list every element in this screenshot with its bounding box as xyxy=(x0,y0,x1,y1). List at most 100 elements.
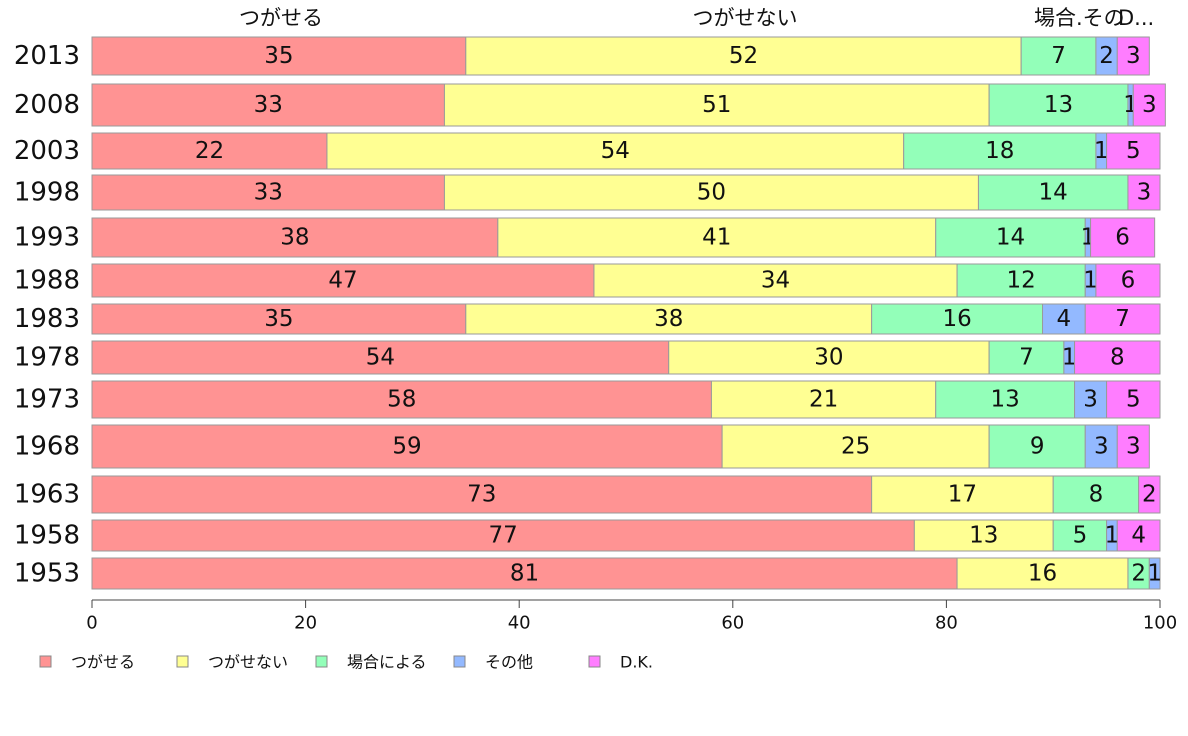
data-label: 5 xyxy=(1073,523,1088,549)
legend-label: つがせない xyxy=(208,653,288,672)
data-label: 4 xyxy=(1131,523,1146,549)
bar-segment xyxy=(1095,263,1161,298)
y-tick-label: 2013 xyxy=(14,41,80,71)
legend-label: つがせる xyxy=(71,653,135,672)
bar-segment xyxy=(91,424,723,469)
bar-segment xyxy=(1052,475,1140,514)
bar-segment xyxy=(913,519,1054,552)
y-tick-label: 1988 xyxy=(14,266,80,296)
bar-segment xyxy=(935,217,1086,258)
bar-segment xyxy=(91,303,467,335)
data-label: 3 xyxy=(1126,434,1141,460)
data-label: 47 xyxy=(328,268,357,294)
bar-segment xyxy=(1084,303,1161,335)
column-header-label: つがせない xyxy=(693,6,798,30)
bar-segment xyxy=(91,519,915,552)
data-label: 51 xyxy=(702,92,731,118)
data-label: 1 xyxy=(1094,138,1109,164)
y-tick-label: 1968 xyxy=(14,432,80,462)
bar-segment xyxy=(988,340,1065,375)
data-label: 14 xyxy=(1039,180,1068,206)
legend-swatch xyxy=(176,655,189,668)
y-tick-label: 2008 xyxy=(14,90,80,120)
legend-swatch xyxy=(315,655,328,668)
legend-swatch xyxy=(39,655,52,668)
data-label: 3 xyxy=(1126,43,1141,69)
data-label: 30 xyxy=(814,345,843,371)
data-label: 14 xyxy=(996,225,1025,251)
bar-segment xyxy=(1148,557,1161,590)
bar-segment xyxy=(977,174,1129,211)
x-tick-label: 60 xyxy=(721,613,744,634)
y-tick-label: 1973 xyxy=(14,385,80,415)
y-tick-label: 1993 xyxy=(14,223,80,253)
data-label: 21 xyxy=(809,387,838,413)
data-label: 3 xyxy=(1137,180,1152,206)
data-label: 59 xyxy=(392,434,421,460)
data-label: 6 xyxy=(1121,268,1136,294)
bar-segment xyxy=(1090,217,1156,258)
bar-segment xyxy=(91,132,328,170)
bar-row-1998: 1998 33 50 14 3 xyxy=(14,174,1161,211)
data-label: 9 xyxy=(1030,434,1045,460)
bar-segment xyxy=(935,380,1076,419)
data-label: 1 xyxy=(1105,523,1120,549)
bar-segment xyxy=(91,36,467,76)
column-header-label: D... xyxy=(1118,6,1154,30)
y-tick-label: 1953 xyxy=(14,559,80,589)
data-label: 8 xyxy=(1110,345,1125,371)
data-label: 6 xyxy=(1115,225,1130,251)
data-label: 12 xyxy=(1007,268,1036,294)
data-label: 54 xyxy=(601,138,630,164)
data-label: 1 xyxy=(1062,345,1077,371)
bar-row-1988: 1988 47 34 12 1 6 xyxy=(14,263,1161,298)
y-tick-label: 1958 xyxy=(14,521,80,551)
data-label: 58 xyxy=(387,387,416,413)
data-label: 1 xyxy=(1147,561,1162,587)
data-label: 17 xyxy=(948,482,977,508)
data-label: 35 xyxy=(264,306,293,332)
data-label: 1 xyxy=(1083,268,1098,294)
bar-segment xyxy=(1074,340,1161,375)
data-label: 8 xyxy=(1089,482,1104,508)
bar-segment xyxy=(465,36,1022,76)
bar-segment xyxy=(1116,424,1150,469)
legend-label: その他 xyxy=(485,653,533,672)
data-label: 13 xyxy=(990,387,1019,413)
bar-segment xyxy=(1020,36,1097,76)
x-tick-label: 40 xyxy=(508,613,531,634)
data-label: 3 xyxy=(1142,92,1157,118)
bar-segment xyxy=(1106,380,1161,419)
data-label: 7 xyxy=(1019,345,1034,371)
bar-segment xyxy=(1106,132,1161,170)
data-label: 38 xyxy=(654,306,683,332)
data-label: 13 xyxy=(969,523,998,549)
data-label: 13 xyxy=(1044,92,1073,118)
bar-segment xyxy=(1127,174,1161,211)
legend: つがせる つがせない 場合による その他 D.K. xyxy=(39,653,653,672)
bar-segment xyxy=(91,380,712,419)
bar-segment xyxy=(1074,380,1108,419)
data-label: 38 xyxy=(280,225,309,251)
column-header-label: つがせる xyxy=(239,6,323,30)
data-label: 41 xyxy=(702,225,731,251)
bar-segment xyxy=(465,303,873,335)
bar-segment xyxy=(871,475,1054,514)
bar-segment xyxy=(721,424,990,469)
bar-row-1983: 1983 35 38 16 4 7 xyxy=(14,303,1161,335)
data-label: 16 xyxy=(1028,561,1057,587)
data-label: 7 xyxy=(1051,43,1066,69)
data-label: 73 xyxy=(467,482,496,508)
bar-segment xyxy=(668,340,990,375)
data-label: 4 xyxy=(1057,306,1072,332)
legend-swatch xyxy=(588,655,601,668)
bar-row-1973: 1973 58 21 13 3 5 xyxy=(14,380,1161,419)
bar-segment xyxy=(1138,475,1161,514)
data-label: 50 xyxy=(697,180,726,206)
bar-segment xyxy=(1084,424,1118,469)
legend-label: D.K. xyxy=(620,653,653,672)
bar-row-1968: 1968 59 25 9 3 3 xyxy=(14,424,1150,469)
data-label: 16 xyxy=(942,306,971,332)
data-label: 2 xyxy=(1131,561,1146,587)
